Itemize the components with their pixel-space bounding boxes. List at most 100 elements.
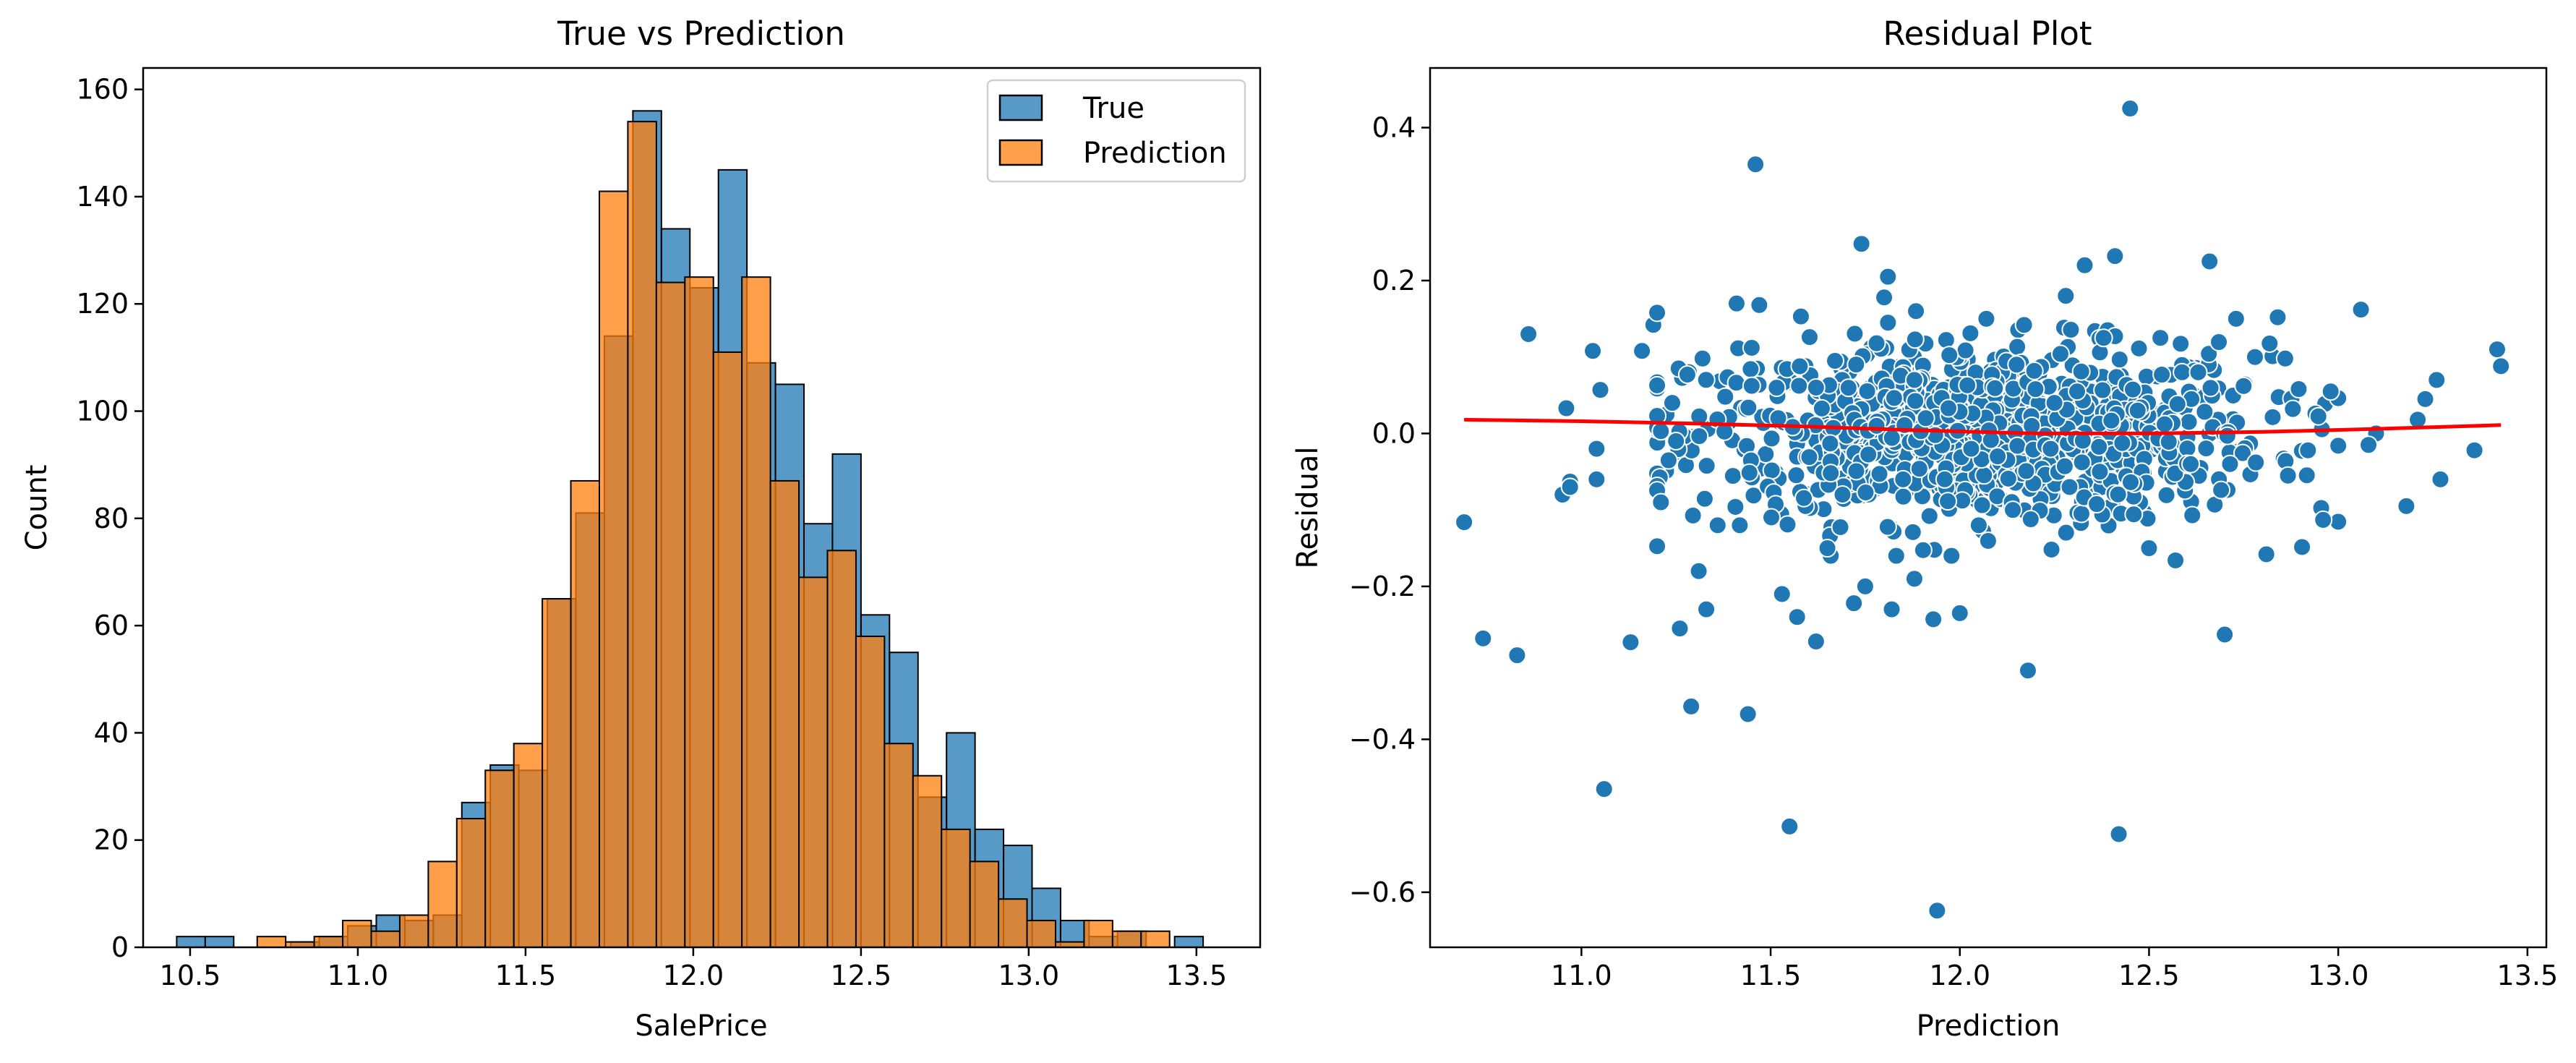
residual-point (2014, 315, 2034, 335)
residual-point (1847, 355, 1866, 375)
legend-true-label: True (1082, 92, 1144, 125)
residual-point (2166, 550, 2186, 570)
residual-point (1794, 488, 1814, 508)
residual-point (1697, 456, 1716, 476)
residual-point (1867, 416, 1886, 435)
residual-point (1696, 370, 1716, 390)
residual-point (2314, 510, 2333, 529)
residual-point (1857, 381, 1877, 401)
residual-point (1583, 341, 1603, 361)
histogram-y-axis-label: Count (20, 465, 54, 551)
residual-chart: Residual Plot 11.0 11.5 12.0 12.5 13.0 13.5 −… (1291, 14, 2558, 1043)
histogram-title: True vs Prediction (557, 14, 845, 53)
residual-point (2007, 355, 2027, 375)
histogram-x-axis-label: SalePrice (635, 1009, 767, 1043)
residual-y-tick-label: −0.2 (1349, 571, 1416, 602)
residual-point (2397, 496, 2416, 516)
prediction-bar (998, 898, 1028, 949)
residual-point (2283, 399, 2303, 419)
residual-point (1820, 434, 1840, 453)
residual-point (1988, 447, 2008, 466)
residual-point (2298, 440, 2318, 460)
residual-point (1693, 349, 1712, 368)
residual-point (2152, 365, 2172, 385)
residual-point (2217, 426, 2237, 445)
residual-point (1730, 516, 1750, 535)
prediction-bar (1140, 930, 1171, 949)
residual-point (1818, 539, 1837, 558)
residual-point (2128, 401, 2147, 420)
residual-point (2089, 437, 2109, 456)
residual-point (1739, 398, 1758, 417)
histogram-y-tick-label: 40 (94, 717, 129, 748)
residual-x-tick-label: 13.5 (2497, 960, 2559, 991)
residual-point (1916, 409, 1935, 428)
residual-point (1787, 607, 1807, 627)
residual-point (1978, 531, 1998, 550)
residual-point (2289, 380, 2308, 399)
residual-point (1936, 330, 1956, 350)
residual-point (2108, 484, 2128, 504)
residual-point (1778, 515, 1797, 534)
residual-point (1904, 370, 1924, 390)
residual-axes-frame (1429, 67, 2548, 949)
residual-point (2200, 252, 2220, 271)
residual-point (1750, 295, 1769, 315)
residual-point (2195, 402, 2215, 422)
residual-point (1839, 378, 1858, 398)
residual-point (1924, 610, 1943, 629)
residual-point (1767, 378, 1786, 398)
residual-point (1741, 359, 1760, 379)
residual-point (1894, 469, 1913, 489)
prediction-bar (256, 936, 287, 949)
residual-point (1621, 633, 1640, 652)
residual-point (2233, 443, 2252, 463)
residual-point (1789, 376, 1809, 396)
prediction-bar (484, 769, 515, 948)
true-bar (204, 936, 235, 949)
residual-point (1920, 506, 1939, 526)
residual-title: Residual Plot (1883, 14, 2092, 53)
residual-point (2491, 357, 2511, 376)
residual-point (2173, 362, 2192, 382)
residual-point (1831, 518, 1850, 537)
residual-point (1950, 603, 1969, 623)
residual-point (2179, 412, 2199, 432)
histogram-x-tick-label: 11.0 (328, 960, 389, 991)
residual-point (1746, 155, 1766, 174)
residual-point (2263, 407, 2282, 427)
histogram-y-tick-label: 80 (94, 503, 129, 534)
residual-trend-line (1464, 417, 2502, 435)
residual-point (1894, 487, 1913, 506)
residual-point (1977, 309, 1996, 328)
residual-point (2018, 661, 2037, 680)
residual-point (2090, 462, 2110, 482)
prediction-bar (1083, 919, 1113, 949)
residual-y-tick-label: −0.6 (1349, 876, 1416, 908)
residual-point (1806, 377, 1826, 397)
residual-point (1507, 646, 1527, 665)
residual-point (1716, 387, 1735, 406)
residual-point (1682, 696, 1701, 716)
residual-point (2121, 472, 2140, 492)
prediction-bar (684, 276, 714, 949)
residual-point (2067, 382, 2087, 401)
histogram-y-tick-label: 20 (94, 824, 129, 856)
residual-point (1455, 513, 1474, 532)
residual-x-tick-label: 12.0 (1929, 960, 1990, 991)
histogram-x-ticks: 10.5 11.0 11.5 12.0 12.5 13.0 13.5 (160, 947, 1227, 991)
histogram-x-tick-label: 10.5 (160, 960, 221, 991)
residual-point (2139, 539, 2159, 558)
residual-point (1560, 477, 1580, 497)
residual-point (1726, 497, 1745, 516)
residual-point (1961, 439, 1981, 458)
residual-point (2105, 247, 2125, 266)
histogram-x-tick-label: 12.5 (831, 960, 892, 991)
residual-point (1958, 375, 1977, 395)
residual-point (2260, 333, 2280, 353)
histogram-x-tick-label: 13.0 (998, 960, 1060, 991)
residual-point (1791, 307, 1810, 326)
residual-point (2268, 307, 2288, 327)
histogram-y-tick-label: 0 (111, 931, 129, 963)
prediction-bar (542, 598, 572, 948)
